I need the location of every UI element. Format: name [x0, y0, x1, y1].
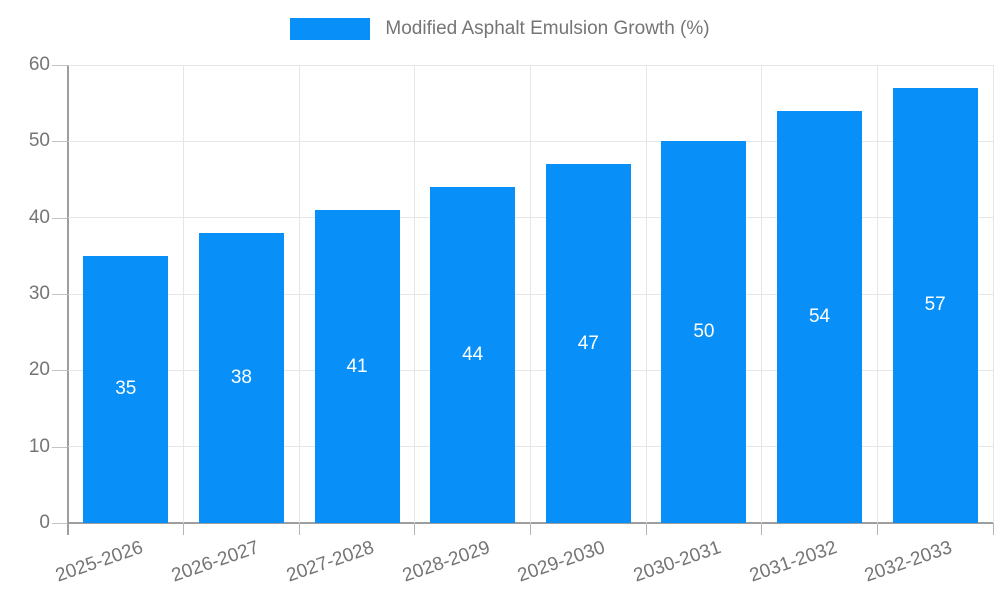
y-axis-tick-label: 10	[28, 435, 50, 457]
y-tick	[52, 141, 67, 143]
x-tick	[414, 523, 416, 535]
x-tick	[645, 523, 647, 535]
x-axis-tick-label: 2031-2032	[746, 537, 840, 587]
x-tick	[298, 523, 300, 535]
x-tick	[876, 523, 878, 535]
bar-value-label: 38	[230, 366, 252, 388]
x-axis-tick-label: 2030-2031	[631, 537, 724, 587]
gridline-x	[992, 65, 994, 523]
x-axis-tick-label: 2027-2028	[284, 537, 377, 587]
y-axis-tick-label: 20	[28, 359, 50, 381]
x-tick	[761, 523, 763, 535]
x-tick	[992, 523, 994, 535]
x-tick	[183, 523, 185, 535]
y-axis-tick-label: 0	[39, 512, 50, 533]
bar-value-label: 54	[808, 305, 831, 327]
x-axis-tick-label: 2026-2027	[168, 537, 262, 587]
y-tick	[52, 446, 67, 448]
y-tick	[52, 65, 67, 66]
legend-label: Modified Asphalt Emulsion Growth (%)	[385, 18, 710, 39]
bar-2026-2027[interactable]: 38	[198, 232, 284, 523]
x-axis-tick-label: 2029-2030	[515, 537, 609, 587]
bar-value-label: 50	[693, 321, 715, 343]
bar-value-label: 57	[924, 294, 946, 316]
legend-swatch	[290, 18, 371, 40]
y-axis-tick-label: 40	[28, 206, 50, 228]
y-tick	[52, 370, 67, 372]
bar-2025-2026[interactable]: 35	[83, 255, 169, 523]
gridline-x	[298, 65, 300, 523]
gridline-x	[183, 65, 185, 523]
bar-value-label: 47	[577, 332, 599, 354]
bar-2030-2031[interactable]: 50	[661, 141, 747, 523]
y-tick	[52, 523, 67, 524]
gridline-x	[530, 65, 531, 523]
bar-2029-2030[interactable]: 47	[545, 164, 631, 523]
gridline-x	[645, 65, 647, 523]
bar-2031-2032[interactable]: 54	[777, 110, 863, 523]
y-axis-tick-label: 30	[28, 283, 50, 304]
x-axis-tick-label: 2025-2026	[52, 537, 146, 587]
bar-2027-2028[interactable]: 41	[314, 210, 400, 523]
y-tick	[52, 294, 67, 295]
bar-value-label: 44	[462, 344, 484, 366]
gridline-x	[414, 65, 416, 523]
gridline-x	[761, 65, 763, 523]
gridline-x	[876, 65, 878, 523]
bar-value-label: 41	[346, 355, 368, 377]
plot-area: 35 38 41 44 47 50 54 57	[68, 64, 994, 523]
y-axis-tick-label: 50	[28, 130, 50, 152]
x-tick	[530, 523, 531, 535]
bar-value-label: 35	[115, 378, 137, 400]
x-axis-tick-label: 2032-2033	[862, 537, 956, 587]
x-axis-tick-label: 2028-2029	[399, 537, 493, 587]
bar-2032-2033[interactable]: 57	[892, 87, 978, 523]
y-tick	[52, 217, 67, 219]
y-axis-tick-label: 60	[28, 54, 50, 75]
bar-2028-2029[interactable]: 44	[430, 187, 516, 523]
y-axis-line	[67, 65, 69, 535]
legend[interactable]: Modified Asphalt Emulsion Growth (%)	[0, 18, 1000, 40]
